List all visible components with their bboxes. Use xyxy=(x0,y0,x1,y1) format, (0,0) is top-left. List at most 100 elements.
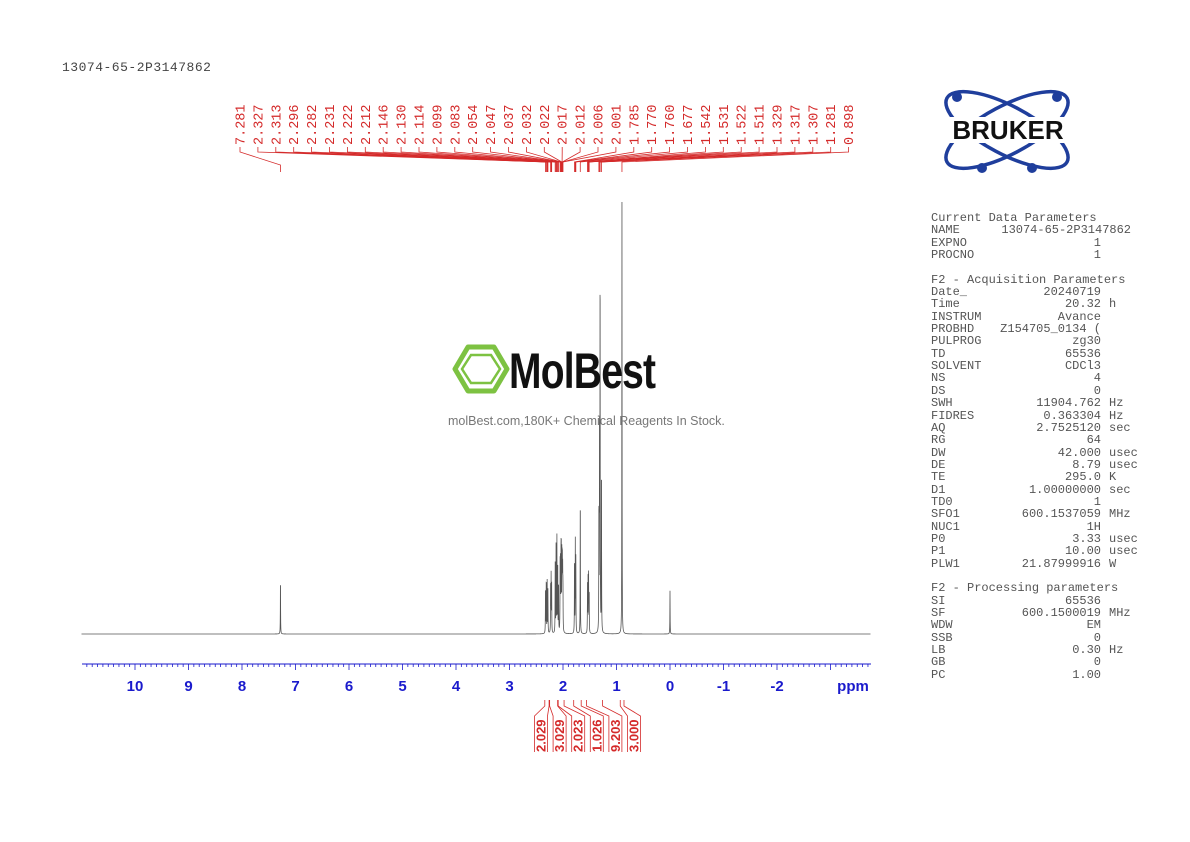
param-unit: Hz xyxy=(1109,643,1124,658)
param-value: 8.79 xyxy=(1072,457,1101,472)
param-name: Date_ xyxy=(931,285,968,300)
param-name: SSB xyxy=(931,630,953,645)
peak-label-leader xyxy=(364,147,553,172)
peak-label-leader xyxy=(562,147,617,172)
integral-bracket xyxy=(547,700,550,752)
param-value: 600.1500019 xyxy=(1021,606,1101,620)
peak-label-leader xyxy=(526,147,562,172)
peak-label: 7.281 xyxy=(235,104,250,145)
param-value: 0 xyxy=(1093,655,1101,670)
peak-label: 2.114 xyxy=(414,104,429,145)
peak-label: 1.760 xyxy=(664,104,679,145)
param-value: 20.32 xyxy=(1064,297,1101,312)
param-value: Avance xyxy=(1057,309,1101,324)
peak-label-leader xyxy=(382,147,556,172)
param-row: SOLVENT CDCl3 xyxy=(931,359,1141,374)
param-row: P1 10.00 usec xyxy=(931,544,1141,559)
param-row: PULPROG zg30 xyxy=(931,334,1141,349)
param-value: CDCl3 xyxy=(1064,359,1101,374)
peak-label: 2.231 xyxy=(324,104,339,145)
param-name: INSTRUM xyxy=(931,309,982,324)
watermark-tagline: molBest.com,180K+ Chemical Reagents In S… xyxy=(448,414,725,428)
peak-label: 2.296 xyxy=(288,104,303,145)
bruker-logo-text: BRUKER xyxy=(952,115,1063,145)
param-unit: W xyxy=(1109,556,1117,571)
peak-label-leader xyxy=(588,147,760,172)
x-tick-label: 1 xyxy=(612,678,620,695)
peak-label-leader xyxy=(347,147,552,172)
param-name: EXPNO xyxy=(931,235,968,250)
molbest-logo-icon xyxy=(452,344,510,394)
param-value: 3.33 xyxy=(1072,531,1101,546)
param-value: 0 xyxy=(1093,630,1101,645)
integral-bracket xyxy=(580,700,604,752)
peak-label: 2.012 xyxy=(575,104,590,145)
param-name: D1 xyxy=(931,482,946,497)
param-row: Time 20.32 h xyxy=(931,297,1141,312)
param-name: PLW1 xyxy=(931,556,960,571)
param-name: AQ xyxy=(931,420,946,435)
integral-label: 9.203 xyxy=(608,719,623,752)
integral-label: 2.023 xyxy=(571,719,586,752)
param-section-header: Current Data Parameters xyxy=(931,211,1097,225)
param-unit: sec xyxy=(1109,482,1131,497)
integrals: 2.029 3.029 2.023 1.026 9.203 3.000 xyxy=(534,700,642,752)
peak-label-leader xyxy=(490,147,561,172)
x-tick-label: 2 xyxy=(559,678,567,695)
param-row: NAME 13074-65-2P3147862 xyxy=(931,224,1141,237)
parameters-panel: Current Data Parameters NAME 13074-65-2P31… xyxy=(931,212,1141,681)
param-name: NUC1 xyxy=(931,519,960,534)
param-row: DW 42.000 usec xyxy=(931,445,1141,460)
peak-label-leader xyxy=(329,147,552,172)
param-row: SFO1 600.1537059 MHz xyxy=(931,508,1141,521)
peak-label: 1.522 xyxy=(736,104,751,145)
param-name: SOLVENT xyxy=(931,359,982,374)
param-unit: usec xyxy=(1109,445,1138,460)
param-name: TD0 xyxy=(931,494,953,509)
integral-bracket xyxy=(557,700,567,752)
x-tick-label: -1 xyxy=(717,678,730,695)
param-value: 295.0 xyxy=(1064,470,1101,485)
peak-label-leader xyxy=(239,147,281,172)
param-name: PROCNO xyxy=(931,248,975,263)
peak-label-leader xyxy=(574,147,653,172)
peak-label: 2.327 xyxy=(252,104,267,145)
peak-label-leader xyxy=(587,147,706,172)
peak-label: 1.531 xyxy=(718,104,733,145)
param-value: 1 xyxy=(1093,494,1101,509)
peak-label-leader xyxy=(621,147,849,172)
param-name: FIDRES xyxy=(931,408,975,423)
param-name: DW xyxy=(931,445,946,460)
param-name: P0 xyxy=(931,531,946,546)
peak-label: 1.307 xyxy=(807,104,822,145)
param-name: TD xyxy=(931,346,946,361)
integral-bracket xyxy=(602,700,623,752)
x-tick-label: 0 xyxy=(666,678,674,695)
param-row: NUC1 1H xyxy=(931,519,1141,534)
peak-label-leader xyxy=(574,147,635,172)
spectrum-title: 13074-65-2P3147862 xyxy=(62,60,212,75)
peak-label: 2.054 xyxy=(467,104,482,145)
param-row: SF 600.1500019 MHz xyxy=(931,606,1141,620)
x-tick-label: 10 xyxy=(127,678,144,695)
param-unit: K xyxy=(1109,470,1117,485)
param-row: TE 295.0 K xyxy=(931,470,1141,485)
param-name: PULPROG xyxy=(931,334,982,349)
peak-label: 2.006 xyxy=(593,104,608,145)
peak-label-leader xyxy=(400,147,557,172)
peak-label: 2.222 xyxy=(342,104,357,145)
param-name: P1 xyxy=(931,544,946,559)
peak-label-leader xyxy=(418,147,558,172)
peak-label-leader xyxy=(587,147,724,172)
x-tick-label: 4 xyxy=(452,678,461,695)
peak-label: 1.329 xyxy=(772,104,787,145)
param-value: 64 xyxy=(1086,433,1101,448)
param-unit: usec xyxy=(1109,544,1138,559)
param-value: 4 xyxy=(1093,371,1101,386)
peak-label: 2.047 xyxy=(485,104,500,145)
param-name: LB xyxy=(931,643,946,658)
integral-bracket xyxy=(534,700,546,752)
peak-label: 2.130 xyxy=(396,104,411,145)
param-unit: sec xyxy=(1109,420,1131,435)
